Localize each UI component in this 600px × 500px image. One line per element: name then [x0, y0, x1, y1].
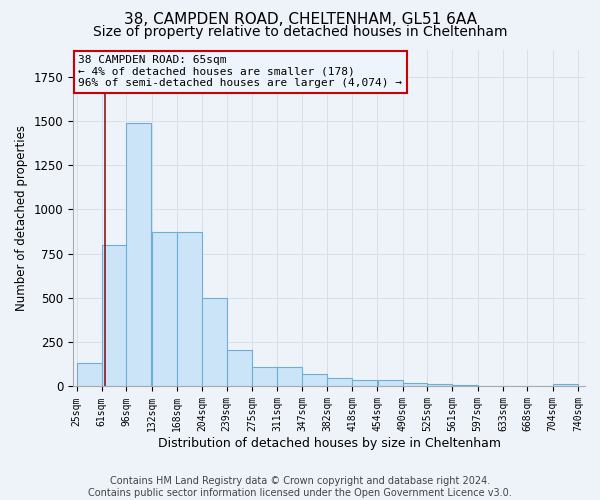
Bar	[152, 232, 177, 386]
Bar	[127, 122, 151, 386]
Text: 38, CAMPDEN ROAD, CHELTENHAM, GL51 6AA: 38, CAMPDEN ROAD, CHELTENHAM, GL51 6AA	[124, 12, 476, 28]
Bar	[302, 374, 327, 386]
Bar	[177, 232, 202, 386]
Text: Contains HM Land Registry data © Crown copyright and database right 2024.
Contai: Contains HM Land Registry data © Crown c…	[88, 476, 512, 498]
Text: Size of property relative to detached houses in Cheltenham: Size of property relative to detached ho…	[93, 25, 507, 39]
Bar	[77, 364, 101, 386]
Bar	[102, 245, 126, 386]
Bar	[252, 367, 277, 386]
Bar	[452, 385, 478, 386]
Bar	[403, 383, 427, 386]
Bar	[277, 367, 302, 386]
Bar	[427, 384, 452, 386]
Bar	[553, 384, 578, 386]
Y-axis label: Number of detached properties: Number of detached properties	[15, 125, 28, 311]
Bar	[352, 380, 377, 386]
X-axis label: Distribution of detached houses by size in Cheltenham: Distribution of detached houses by size …	[158, 437, 500, 450]
Bar	[327, 378, 352, 386]
Bar	[202, 298, 227, 386]
Text: 38 CAMPDEN ROAD: 65sqm
← 4% of detached houses are smaller (178)
96% of semi-det: 38 CAMPDEN ROAD: 65sqm ← 4% of detached …	[78, 55, 402, 88]
Bar	[377, 380, 403, 386]
Bar	[227, 350, 252, 387]
